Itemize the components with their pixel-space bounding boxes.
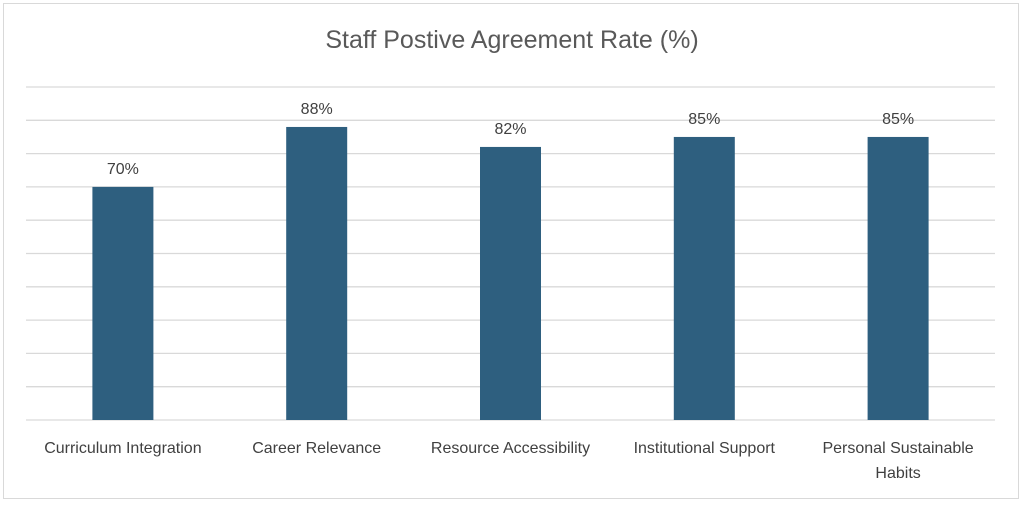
bar	[673, 136, 735, 420]
chart-frame	[3, 3, 1019, 499]
bar	[92, 186, 154, 420]
bar	[286, 126, 348, 421]
data-label: 88%	[301, 101, 333, 118]
x-tick-label: Personal Sustainable	[822, 440, 973, 457]
bar	[480, 146, 541, 420]
data-label: 85%	[688, 111, 720, 128]
data-label: 82%	[494, 121, 526, 138]
x-tick-label: Habits	[875, 465, 920, 482]
x-tick-label: Curriculum Integration	[44, 440, 201, 457]
chart-title: Staff Postive Agreement Rate (%)	[325, 26, 699, 54]
x-tick-label: Institutional Support	[634, 440, 776, 457]
bar	[867, 136, 929, 420]
x-tick-label: Career Relevance	[252, 440, 381, 457]
data-label: 70%	[107, 161, 139, 178]
x-tick-label: Resource Accessibility	[431, 440, 590, 457]
data-label: 85%	[882, 111, 914, 128]
